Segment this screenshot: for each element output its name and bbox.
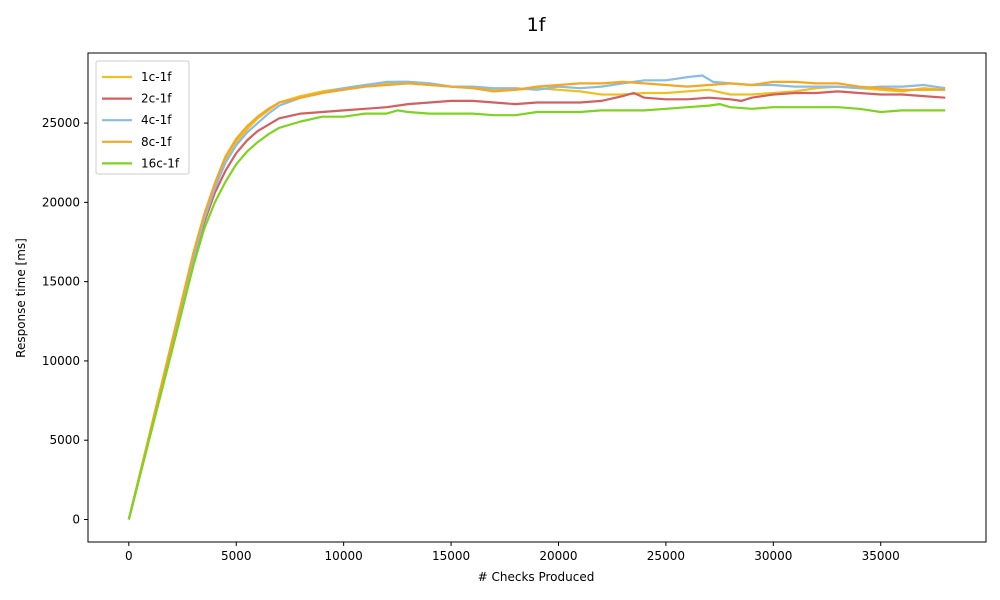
legend: 1c-1f 2c-1f 4c-1f 8c-1f 16c-1f	[95, 60, 190, 175]
y-axis-label: Response time [ms]	[14, 238, 28, 358]
y-tick-label: 5000	[49, 433, 80, 447]
x-tick-label: 35000	[862, 549, 900, 563]
legend-label-16c-1f: 16c-1f	[141, 156, 180, 170]
legend-label-2c-1f: 2c-1f	[141, 92, 172, 106]
x-axis: 0 5000 10000 15000 20000 25000 30000 35000	[125, 542, 900, 563]
legend-box	[95, 60, 190, 175]
y-tick-label: 25000	[42, 116, 80, 130]
x-tick-label: 5000	[221, 549, 252, 563]
series-line-16c-1f	[127, 102, 946, 520]
legend-label-1c-1f: 1c-1f	[141, 70, 172, 84]
x-axis-label: # Checks Produced	[478, 570, 595, 584]
y-tick-label: 20000	[42, 195, 80, 209]
y-tick-label: 10000	[42, 354, 80, 368]
series-line-2c-1f	[127, 90, 946, 520]
series-layer	[127, 74, 946, 520]
series-line-8c-1f	[127, 80, 946, 520]
legend-label-4c-1f: 4c-1f	[141, 113, 172, 127]
legend-label-8c-1f: 8c-1f	[141, 135, 172, 149]
x-tick-label: 0	[125, 549, 133, 563]
y-tick-label: 0	[72, 512, 80, 526]
plot-frame	[87, 52, 987, 543]
x-tick-label: 15000	[432, 549, 470, 563]
y-axis: 0 5000 10000 15000 20000 25000	[42, 116, 88, 526]
y-tick-label: 15000	[42, 275, 80, 289]
x-tick-label: 20000	[539, 549, 577, 563]
x-tick-label: 30000	[754, 549, 792, 563]
x-tick-label: 10000	[325, 549, 363, 563]
series-line-4c-1f	[127, 74, 946, 520]
x-tick-label: 25000	[647, 549, 685, 563]
chart-title: 1f	[527, 14, 547, 36]
